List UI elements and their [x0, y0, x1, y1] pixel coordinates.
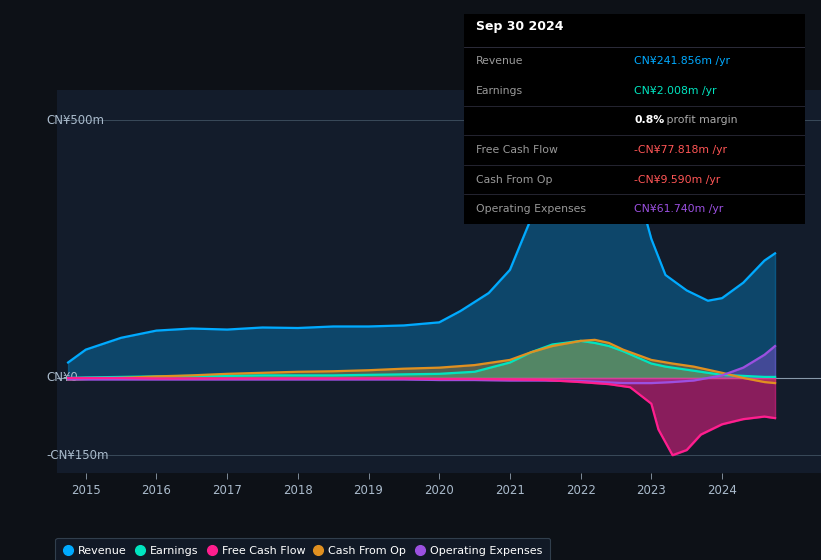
Text: profit margin: profit margin [663, 115, 738, 125]
Text: Earnings: Earnings [476, 86, 523, 96]
Legend: Revenue, Earnings, Free Cash Flow, Cash From Op, Operating Expenses: Revenue, Earnings, Free Cash Flow, Cash … [55, 538, 550, 560]
Text: 0.8%: 0.8% [635, 115, 664, 125]
Text: CN¥2.008m /yr: CN¥2.008m /yr [635, 86, 717, 96]
Text: CN¥61.740m /yr: CN¥61.740m /yr [635, 204, 723, 214]
Text: Revenue: Revenue [476, 57, 523, 66]
Text: -CN¥150m: -CN¥150m [47, 449, 109, 461]
Text: CN¥500m: CN¥500m [47, 114, 105, 127]
Text: Sep 30 2024: Sep 30 2024 [476, 20, 563, 33]
Text: CN¥0: CN¥0 [47, 371, 79, 385]
Text: Free Cash Flow: Free Cash Flow [476, 145, 557, 155]
Text: CN¥241.856m /yr: CN¥241.856m /yr [635, 57, 730, 66]
Text: Cash From Op: Cash From Op [476, 175, 553, 185]
Text: Operating Expenses: Operating Expenses [476, 204, 586, 214]
Text: -CN¥9.590m /yr: -CN¥9.590m /yr [635, 175, 721, 185]
Text: -CN¥77.818m /yr: -CN¥77.818m /yr [635, 145, 727, 155]
